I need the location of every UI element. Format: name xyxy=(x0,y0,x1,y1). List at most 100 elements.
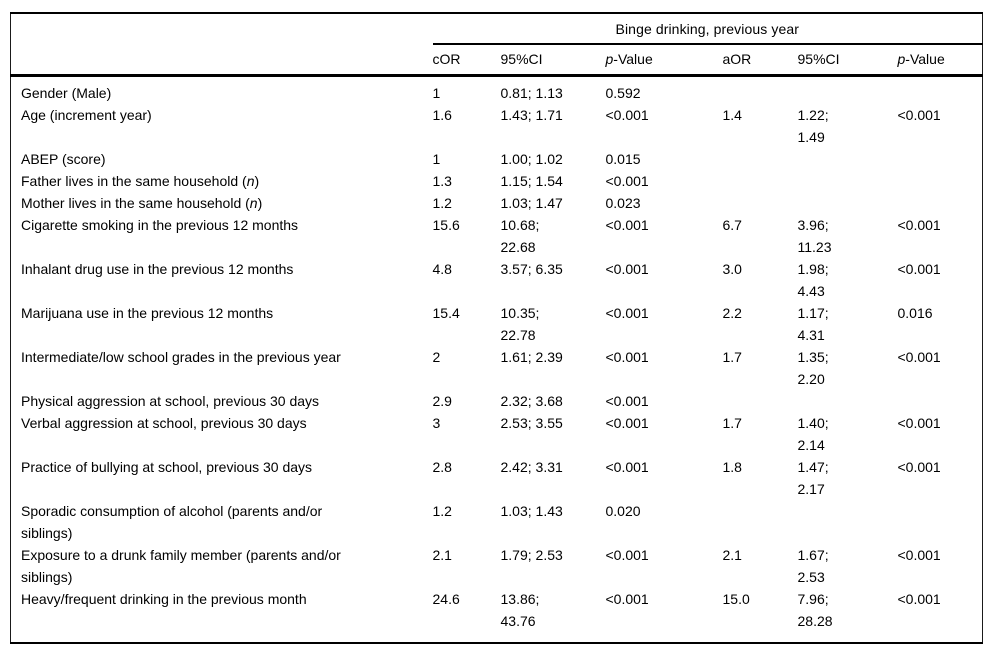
cell-p-crude: 0.592 xyxy=(605,84,641,101)
cell-ci-crude: 10.35; 22.78 xyxy=(500,304,540,343)
cell-aor: 1.4 xyxy=(722,106,742,123)
cell-cor: 2.8 xyxy=(432,458,452,475)
cell-ci-adjusted: 1.47; 2.17 xyxy=(797,458,829,497)
cell-p-adjusted xyxy=(898,170,983,192)
cell-p-crude: <0.001 xyxy=(605,590,649,607)
cell-p-adjusted xyxy=(898,192,983,214)
cell-aor xyxy=(723,500,798,544)
cell-ci-crude: 0.81; 1.13 xyxy=(500,84,563,101)
row-label: Practice of bullying at school, previous… xyxy=(21,458,313,475)
cell-aor: 1.7 xyxy=(722,414,742,431)
cell-p-adjusted xyxy=(898,148,983,170)
row-label: Inhalant drug use in the previous 12 mon… xyxy=(21,260,294,277)
cell-cor: 15.4 xyxy=(432,304,460,321)
cell-p-crude: 0.015 xyxy=(605,150,641,167)
cell-aor: 2.1 xyxy=(722,546,742,563)
cell-ci-adjusted xyxy=(798,170,898,192)
cell-cor: 15.6 xyxy=(432,216,460,233)
row-label: Gender (Male) xyxy=(21,84,112,101)
row-label: ABEP (score) xyxy=(21,150,106,167)
cell-p-adjusted: <0.001 xyxy=(897,590,941,607)
cell-ci-crude: 1.00; 1.02 xyxy=(500,150,563,167)
cell-cor: 1 xyxy=(432,84,441,101)
cell-cor: 3 xyxy=(432,414,441,431)
row-label: Exposure to a drunk family member (paren… xyxy=(21,546,341,585)
table-header: Binge drinking, previous year cOR 95%CI p-… xyxy=(10,13,983,77)
row-label: Mother lives in the same household (n) xyxy=(21,194,263,211)
cell-aor: 2.2 xyxy=(722,304,742,321)
cell-ci-crude: 1.79; 2.53 xyxy=(500,546,563,563)
cell-ci-adjusted xyxy=(798,192,898,214)
row-label: Sporadic consumption of alcohol (parents… xyxy=(21,502,323,541)
cell-ci-adjusted xyxy=(798,390,898,412)
cell-p-crude: <0.001 xyxy=(605,216,649,233)
cell-p-adjusted: 0.016 xyxy=(897,304,933,321)
cell-aor xyxy=(723,75,798,104)
cell-p-crude: <0.001 xyxy=(605,414,649,431)
table-row: ABEP (score) 1 1.00; 1.02 0.015 xyxy=(11,148,983,170)
table-row: Inhalant drug use in the previous 12 mon… xyxy=(11,258,983,302)
spanner-row: Binge drinking, previous year xyxy=(11,13,983,45)
table-row: Heavy/frequent drinking in the previous … xyxy=(11,588,983,643)
cell-ci-adjusted: 1.40; 2.14 xyxy=(797,414,829,453)
cell-ci-crude: 1.15; 1.54 xyxy=(500,172,563,189)
cell-p-crude: <0.001 xyxy=(605,458,649,475)
row-label: Heavy/frequent drinking in the previous … xyxy=(21,590,307,607)
cell-aor: 1.8 xyxy=(722,458,742,475)
cell-p-adjusted xyxy=(898,500,983,544)
row-label: Intermediate/low school grades in the pr… xyxy=(21,348,341,365)
cell-cor: 2 xyxy=(432,348,441,365)
cell-ci-adjusted: 1.17; 4.31 xyxy=(797,304,829,343)
cell-p-crude: <0.001 xyxy=(605,304,649,321)
table-row: Physical aggression at school, previous … xyxy=(11,390,983,412)
cell-ci-crude: 1.61; 2.39 xyxy=(500,348,563,365)
cell-cor: 2.1 xyxy=(432,546,452,563)
cell-ci-adjusted: 7.96; 28.28 xyxy=(797,590,833,629)
spanner-title: Binge drinking, previous year xyxy=(432,13,983,45)
cell-ci-adjusted: 1.98; 4.43 xyxy=(797,260,829,299)
cell-ci-crude: 13.86; 43.76 xyxy=(500,590,540,629)
cell-ci-crude: 10.68; 22.68 xyxy=(500,216,540,255)
column-header-p-crude: p-Value xyxy=(605,44,723,77)
column-header-ci-crude: 95%CI xyxy=(500,44,606,77)
cell-ci-crude: 2.53; 3.55 xyxy=(500,414,563,431)
cell-p-adjusted: <0.001 xyxy=(897,348,941,365)
cell-cor: 24.6 xyxy=(432,590,460,607)
cell-p-adjusted: <0.001 xyxy=(897,260,941,277)
table-row: Exposure to a drunk family member (paren… xyxy=(11,544,983,588)
cell-p-crude: 0.023 xyxy=(605,194,641,211)
table-row: Age (increment year) 1.6 1.43; 1.71 <0.001 1… xyxy=(11,104,983,148)
row-label: Physical aggression at school, previous … xyxy=(21,392,320,409)
cell-ci-adjusted xyxy=(798,500,898,544)
cell-p-crude: <0.001 xyxy=(605,546,649,563)
table-row: Marijuana use in the previous 12 months 1… xyxy=(11,302,983,346)
odds-ratio-table: Binge drinking, previous year cOR 95%CI p-… xyxy=(10,12,984,644)
cell-p-crude: <0.001 xyxy=(605,172,649,189)
cell-ci-adjusted: 1.67; 2.53 xyxy=(797,546,829,585)
row-label: Father lives in the same household (n) xyxy=(21,172,260,189)
column-header-ci-adjusted: 95%CI xyxy=(797,44,898,77)
cell-p-adjusted: <0.001 xyxy=(897,106,941,123)
cell-p-adjusted: <0.001 xyxy=(897,414,941,431)
row-label: Marijuana use in the previous 12 months xyxy=(21,304,274,321)
table-row: Practice of bullying at school, previous… xyxy=(11,456,983,500)
cell-p-crude: <0.001 xyxy=(605,106,649,123)
cell-ci-adjusted: 1.22; 1.49 xyxy=(797,106,829,145)
column-header-row: cOR 95%CI p-Value aOR 95%CI p-Value xyxy=(10,44,983,77)
cell-ci-crude: 1.03; 1.43 xyxy=(500,502,563,519)
cell-ci-adjusted xyxy=(798,148,898,170)
cell-ci-crude: 1.03; 1.47 xyxy=(500,194,563,211)
cell-p-adjusted xyxy=(898,390,983,412)
table-row: Intermediate/low school grades in the pr… xyxy=(11,346,983,390)
table-row: Sporadic consumption of alcohol (parents… xyxy=(11,500,983,544)
table-row: Cigarette smoking in the previous 12 mon… xyxy=(11,214,983,258)
cell-p-adjusted: <0.001 xyxy=(897,546,941,563)
cell-cor: 1.2 xyxy=(432,502,452,519)
cell-p-crude: <0.001 xyxy=(605,260,649,277)
cell-aor: 3.0 xyxy=(722,260,742,277)
cell-aor xyxy=(723,390,798,412)
table-row: Verbal aggression at school, previous 30… xyxy=(11,412,983,456)
table-row: Gender (Male) 1 0.81; 1.13 0.592 xyxy=(11,75,983,104)
cell-aor xyxy=(723,170,798,192)
